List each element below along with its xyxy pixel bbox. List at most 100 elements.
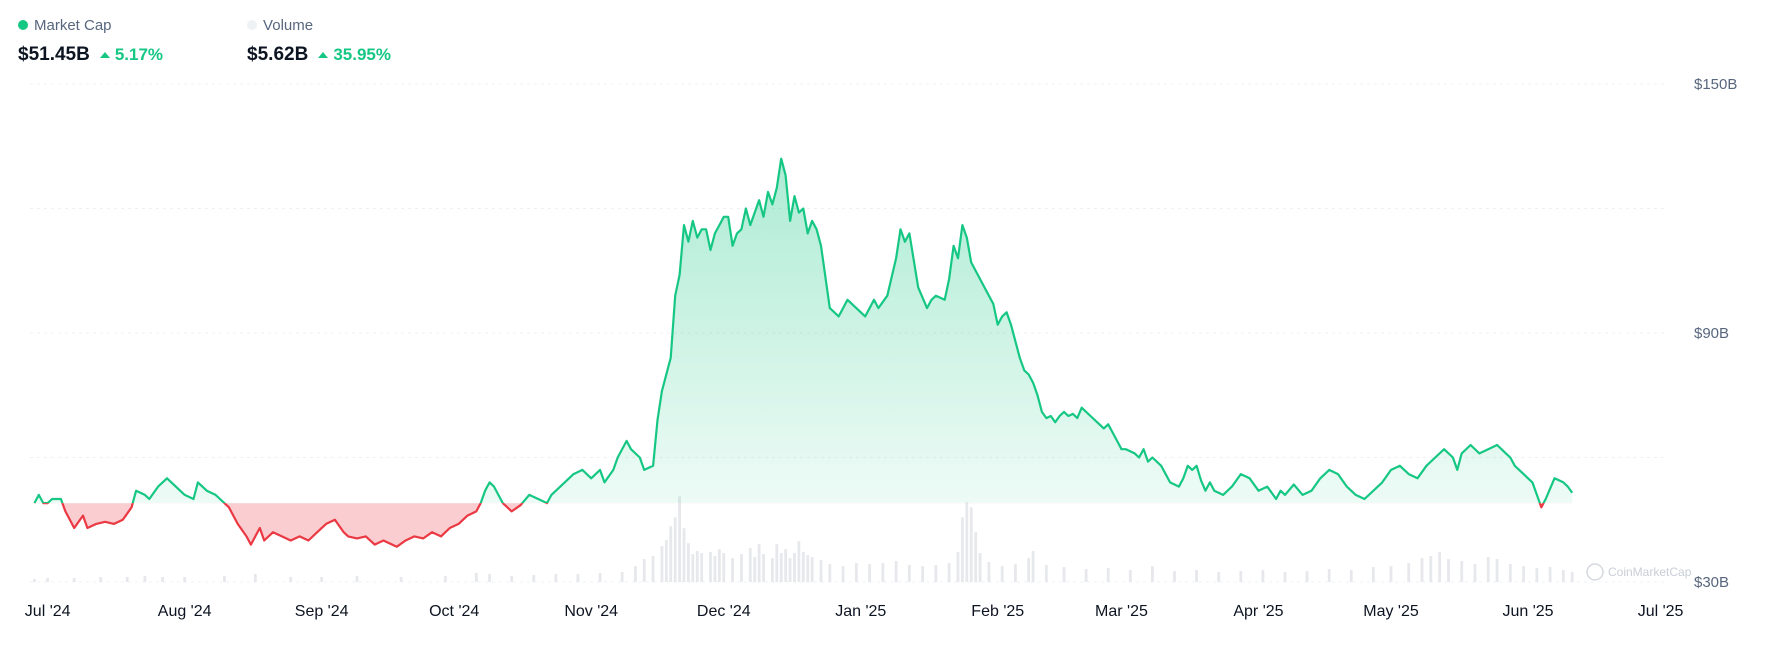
volume-bar [1044, 565, 1048, 582]
market-cap-value: $51.45B [18, 44, 90, 65]
volume-bar [1371, 567, 1375, 582]
x-tick-label: Jul '25 [1638, 603, 1684, 620]
volume-bar [664, 540, 668, 582]
x-tick-label: Apr '25 [1233, 603, 1283, 620]
volume-value: $5.62B [247, 44, 309, 65]
volume-value-row: $5.62B 35.95% [247, 44, 391, 66]
volume-bar [956, 552, 960, 582]
volume-bar [921, 566, 925, 582]
market-cap-change-value: 5.17% [114, 45, 164, 64]
volume-bar [1473, 564, 1477, 582]
market-cap-value-row: $51.45B 5.17% [18, 44, 163, 66]
volume-bar [642, 559, 646, 582]
volume-bar [682, 528, 686, 582]
legend-volume-label: Volume [247, 16, 391, 34]
legend-volume-text: Volume [263, 16, 314, 34]
volume-bar [806, 555, 810, 582]
volume-bar [907, 565, 911, 582]
volume-bar [510, 576, 514, 582]
volume-bar [1570, 572, 1574, 582]
x-tick-label: Nov '24 [564, 603, 618, 620]
volume-bar [854, 563, 858, 582]
caret-up-icon [99, 52, 110, 58]
volume-bar [1217, 572, 1221, 582]
volume-bar [775, 544, 779, 582]
volume-bar [1438, 552, 1442, 582]
series-lines [33, 157, 1574, 548]
volume-bar [474, 573, 478, 582]
volume-bar [183, 577, 187, 582]
volume-bar [1389, 566, 1393, 582]
legend-volume[interactable]: Volume $5.62B 35.95% [247, 16, 391, 66]
y-axis: $150B $90B $30B [1694, 76, 1737, 591]
volume-bar [1349, 570, 1353, 582]
volume-bar [99, 577, 103, 582]
volume-bar [709, 552, 712, 582]
volume-bar [576, 574, 580, 582]
caret-up-icon [318, 52, 329, 58]
volume-bar [1508, 564, 1512, 582]
volume-bar [695, 551, 699, 582]
volume-bar [1495, 559, 1499, 582]
volume-bar [868, 564, 871, 582]
volume-bar [223, 576, 226, 582]
x-tick-label: Oct '24 [429, 603, 479, 620]
volume-change-value: 35.95% [333, 45, 391, 64]
volume-bar [1283, 572, 1287, 582]
volume-bar [691, 554, 695, 582]
volume-bar [1239, 571, 1243, 582]
market-cap-change: 5.17% [99, 45, 164, 65]
volume-bar [673, 517, 677, 582]
volume-bar [731, 558, 735, 582]
legend-market-cap-text: Market Cap [34, 16, 112, 34]
volume-bar [974, 532, 978, 582]
volume-bar [443, 576, 447, 582]
volume-bar [1561, 570, 1565, 582]
volume-bar [1173, 571, 1176, 582]
x-tick-label: Jun '25 [1502, 603, 1553, 620]
volume-bar [1522, 566, 1525, 582]
volume-bar [965, 502, 969, 582]
volume-bar [355, 576, 359, 582]
x-tick-label: Mar '25 [1095, 603, 1148, 620]
volume-bar [740, 554, 743, 582]
legend-market-cap[interactable]: Market Cap $51.45B 5.17% [18, 16, 163, 66]
volume-bar [757, 544, 761, 582]
volume-bar [713, 556, 717, 582]
volume-bar [779, 553, 783, 582]
volume-change: 35.95% [318, 45, 391, 65]
volume-bar [633, 566, 637, 582]
market-cap-dot-icon [18, 20, 28, 30]
volume-bar [978, 553, 982, 582]
volume-bar [1327, 569, 1331, 582]
volume-bar [1261, 570, 1265, 582]
volume-bar [72, 578, 76, 582]
volume-bar [1195, 570, 1198, 582]
volume-bar [784, 549, 788, 582]
volume-bar [1447, 559, 1450, 582]
legend-market-cap-label: Market Cap [18, 16, 163, 34]
volume-bar [1548, 567, 1552, 582]
volume-bar [841, 566, 845, 582]
y-tick-label: $30B [1694, 574, 1729, 591]
volume-bar [488, 574, 491, 582]
volume-bar [33, 579, 36, 582]
volume-bar [1128, 570, 1132, 582]
area-fills [34, 158, 1573, 547]
volume-bar [722, 553, 726, 582]
volume-bar [399, 577, 403, 582]
volume-bar [1062, 567, 1066, 582]
volume-bar [770, 558, 774, 582]
volume-bar [532, 575, 536, 582]
volume-bars [33, 496, 1574, 582]
volume-bar [1460, 561, 1464, 582]
volume-bar [1106, 568, 1110, 582]
volume-bar [934, 565, 938, 582]
x-tick-label: Jan '25 [835, 603, 886, 620]
volume-bar [598, 573, 602, 582]
volume-bar [947, 563, 951, 582]
volume-bar [788, 558, 792, 582]
volume-bar [700, 553, 704, 582]
volume-bar [320, 577, 324, 582]
